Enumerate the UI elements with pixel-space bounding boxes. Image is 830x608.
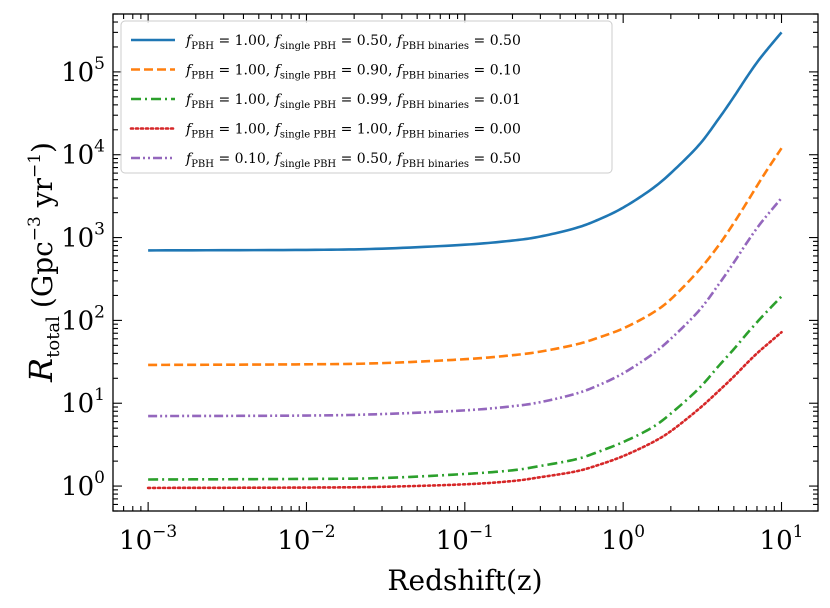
x-tick-label: 10−3 <box>119 522 177 556</box>
x-axis-title: Redshift(z) <box>387 564 542 597</box>
x-tick-label: 100 <box>601 522 645 556</box>
y-axis-subscript: total <box>43 316 64 358</box>
series-line-4 <box>146 330 783 490</box>
x-tick-label: 10−2 <box>277 522 335 556</box>
legend-entries: fPBH = 1.00, fsingle PBH = 0.50, fPBH bi… <box>129 33 521 170</box>
legend-entry: fPBH = 0.10, fsingle PBH = 0.50, fPBH bi… <box>131 151 521 170</box>
legend-label-1: fPBH = 1.00, fsingle PBH = 0.50, fPBH bi… <box>185 33 521 52</box>
y-axis-title: Rtotal (Gpc−3 yr−1) <box>22 142 64 383</box>
y-tick-label: 101 <box>61 385 105 419</box>
legend-entry: fPBH = 1.00, fsingle PBH = 0.99, fPBH bi… <box>131 92 521 111</box>
legend-label-4: fPBH = 1.00, fsingle PBH = 1.00, fPBH bi… <box>185 122 521 141</box>
y-axis-unit-exp1: −3 <box>25 216 45 241</box>
x-tick-label: 101 <box>760 522 804 556</box>
x-tick-label: 10−1 <box>436 522 494 556</box>
y-tick-label: 104 <box>61 137 105 171</box>
legend-label-3: fPBH = 1.00, fsingle PBH = 0.99, fPBH bi… <box>185 92 521 111</box>
y-axis-unit-mid: yr <box>26 177 59 216</box>
y-axis-unit-open: (Gpc <box>26 241 59 308</box>
y-tick-label: 102 <box>61 302 105 336</box>
y-tick-label: 105 <box>61 54 105 88</box>
legend-entry: fPBH = 1.00, fsingle PBH = 0.90, fPBH bi… <box>131 63 521 82</box>
y-tick-label: 103 <box>61 220 105 254</box>
legend-entry: fPBH = 1.00, fsingle PBH = 0.50, fPBH bi… <box>131 33 521 52</box>
series-line-1 <box>148 31 783 252</box>
series-layer <box>146 31 783 490</box>
y-axis-unit-exp2: −1 <box>25 153 45 178</box>
legend-label-2: fPBH = 1.00, fsingle PBH = 0.90, fPBH bi… <box>185 63 521 82</box>
y-axis-symbol: R <box>22 358 60 383</box>
legend-entry: fPBH = 1.00, fsingle PBH = 1.00, fPBH bi… <box>129 122 521 141</box>
series-line-5 <box>148 197 783 418</box>
y-tick-label: 100 <box>61 468 105 502</box>
axes-frame <box>112 13 819 512</box>
legend-label-5: fPBH = 0.10, fsingle PBH = 0.50, fPBH bi… <box>185 151 521 170</box>
series-line-2 <box>148 147 783 367</box>
series-line-3 <box>148 295 783 481</box>
y-axis-unit-close: ) <box>26 142 59 153</box>
legend: fPBH = 1.00, fsingle PBH = 0.50, fPBH bi… <box>120 20 613 174</box>
legend-box <box>120 20 613 174</box>
